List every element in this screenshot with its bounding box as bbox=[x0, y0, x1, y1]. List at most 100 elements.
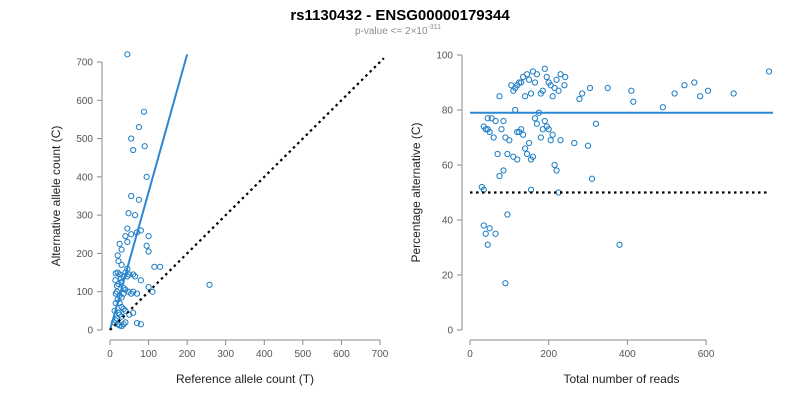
data-point bbox=[681, 82, 688, 89]
allele-count-panel: 0 100 200 300 400 500 600 700 0 100 200 300 400 500 60… bbox=[49, 51, 389, 386]
data-point bbox=[553, 167, 560, 174]
data-point bbox=[531, 79, 539, 86]
data-point bbox=[537, 90, 544, 97]
data-point bbox=[145, 233, 152, 240]
x-tick-label: 300 bbox=[217, 349, 234, 360]
data-point bbox=[480, 123, 487, 130]
data-point bbox=[480, 222, 487, 229]
data-point bbox=[704, 87, 712, 94]
data-point bbox=[137, 277, 144, 284]
data-point bbox=[586, 84, 594, 92]
data-point bbox=[118, 303, 125, 311]
x-tick-label: 500 bbox=[295, 349, 312, 360]
chart-subtitle: p-value <= 2×10-311 bbox=[355, 24, 441, 37]
data-point bbox=[494, 150, 501, 158]
data-point bbox=[484, 115, 491, 122]
data-point bbox=[541, 117, 548, 125]
data-point bbox=[488, 115, 495, 122]
data-point bbox=[518, 126, 525, 133]
y-tick-label: 100 bbox=[76, 287, 93, 298]
data-point bbox=[117, 275, 124, 282]
data-point bbox=[496, 172, 503, 180]
data-point bbox=[588, 175, 596, 182]
data-point bbox=[125, 210, 132, 217]
data-point bbox=[504, 211, 511, 218]
y-tick-label: 0 bbox=[87, 326, 93, 337]
data-point bbox=[504, 150, 511, 158]
data-point bbox=[128, 231, 135, 238]
y-tick-label: 700 bbox=[76, 58, 93, 69]
data-point bbox=[730, 90, 737, 97]
x-axis-label: Reference allele count (T) bbox=[176, 372, 314, 386]
p-value-text: p-value <= 2×10 bbox=[355, 26, 428, 37]
data-point bbox=[133, 320, 141, 327]
data-point bbox=[120, 321, 127, 328]
y-tick-label: 300 bbox=[76, 211, 93, 222]
data-point bbox=[130, 309, 137, 316]
x-tick-label: 600 bbox=[333, 349, 350, 360]
data-point bbox=[510, 87, 517, 94]
x-tick-label: 0 bbox=[467, 349, 473, 360]
data-point bbox=[628, 87, 635, 94]
x-tick-label: 400 bbox=[256, 349, 273, 360]
data-point bbox=[135, 196, 143, 203]
data-point bbox=[571, 139, 578, 147]
chart-title: rs1130432 - ENSG00000179344 bbox=[290, 7, 510, 24]
p-value-exponent: -311 bbox=[428, 24, 442, 31]
data-point bbox=[118, 246, 125, 253]
percentage-panel: 0 20 40 60 80 100 0 200 400 600 Total number of re… bbox=[409, 51, 773, 386]
data-point bbox=[486, 225, 493, 232]
data-point bbox=[659, 104, 666, 111]
y-tick-label: 500 bbox=[76, 134, 93, 145]
data-point bbox=[523, 150, 531, 158]
data-point bbox=[122, 233, 129, 240]
x-tick-label: 200 bbox=[179, 349, 196, 360]
data-point bbox=[557, 137, 564, 144]
data-point bbox=[531, 115, 539, 122]
data-point bbox=[124, 238, 131, 246]
data-point bbox=[114, 252, 121, 259]
data-point bbox=[527, 90, 535, 97]
y-tick-label: 80 bbox=[442, 106, 454, 117]
data-point bbox=[529, 153, 537, 160]
y-tick-label: 200 bbox=[76, 249, 93, 260]
data-point bbox=[120, 305, 127, 313]
data-point bbox=[130, 146, 137, 154]
data-point bbox=[549, 93, 556, 100]
data-point bbox=[604, 84, 611, 92]
data-point bbox=[122, 319, 129, 326]
data-point bbox=[547, 137, 554, 144]
data-point bbox=[128, 135, 135, 142]
data-point bbox=[765, 68, 773, 75]
data-point bbox=[500, 117, 507, 125]
data-point bbox=[145, 248, 152, 255]
fit-line bbox=[109, 54, 189, 331]
data-point bbox=[112, 277, 119, 284]
y-tick-label: 60 bbox=[442, 161, 454, 172]
data-point bbox=[579, 90, 586, 97]
data-point bbox=[561, 82, 568, 89]
data-point bbox=[115, 257, 122, 265]
data-point bbox=[118, 261, 125, 269]
data-point bbox=[116, 240, 123, 247]
data-point bbox=[128, 192, 135, 200]
y-axis-label: Alternative allele count (C) bbox=[49, 126, 63, 267]
data-point bbox=[671, 90, 678, 97]
data-point bbox=[545, 126, 552, 133]
y-tick-label: 40 bbox=[442, 216, 454, 227]
data-point bbox=[537, 134, 544, 141]
x-tick-label: 600 bbox=[698, 349, 715, 360]
data-point bbox=[521, 145, 529, 152]
data-point bbox=[128, 290, 135, 297]
x-axis-label: Total number of reads bbox=[563, 372, 679, 386]
data-point bbox=[112, 270, 119, 277]
data-point bbox=[133, 290, 141, 297]
y-tick-label: 0 bbox=[447, 326, 453, 337]
data-point bbox=[135, 123, 143, 131]
y-tick-label: 400 bbox=[76, 172, 93, 183]
data-point bbox=[496, 93, 503, 100]
reference-line bbox=[109, 57, 385, 331]
data-point bbox=[520, 73, 527, 81]
data-point bbox=[131, 212, 139, 219]
data-point bbox=[551, 161, 558, 169]
